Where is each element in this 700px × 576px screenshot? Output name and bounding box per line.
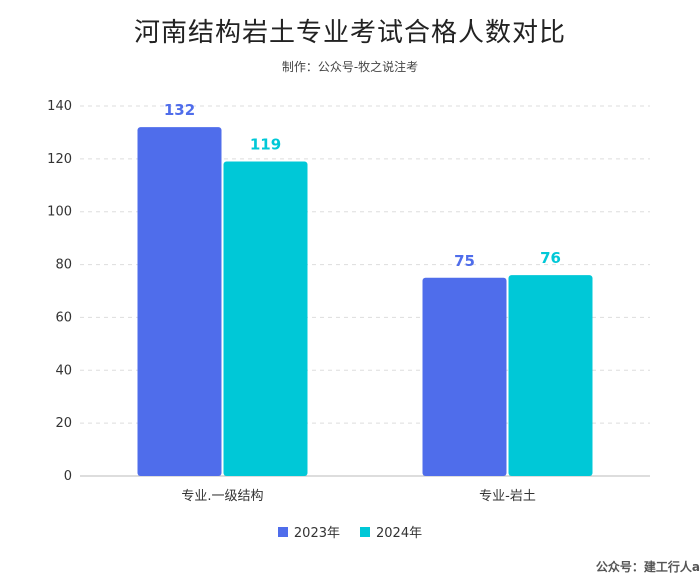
bar-0-1 [422,277,507,476]
data-label-0-1: 75 [454,252,475,270]
y-tick-label-120: 120 [47,152,72,167]
legend-item-2024[interactable]: 2024年 [360,522,422,541]
legend-swatch-2023 [277,526,288,537]
y-tick-label-0: 0 [64,469,72,484]
y-tick-label-80: 80 [55,258,72,273]
legend: 2023年 2024年 [0,522,700,541]
x-tick-label-1: 专业-岩土 [479,489,536,504]
bar-0-0 [137,127,222,477]
data-label-0-0: 132 [164,101,195,119]
watermark: 公众号：建工行人a [595,560,700,574]
legend-label-2023: 2023年 [293,526,340,541]
bar-1-1 [508,275,593,476]
chart-subtitle: 制作：公众号-牧之说注考 [281,60,419,74]
legend-swatch-2024 [360,526,370,537]
y-tick-label-40: 40 [55,363,72,378]
data-label-1-0: 119 [250,136,281,154]
data-label-1-1: 76 [540,249,561,267]
y-tick-label-100: 100 [47,205,72,220]
chart-title: 河南结构岩土专业考试合格人数对比 [133,18,566,48]
legend-item-2023[interactable]: 2023年 [277,522,340,541]
y-tick-label-140: 140 [47,99,72,114]
y-tick-label-60: 60 [55,310,72,325]
legend-label-2024: 2024年 [376,526,423,541]
y-tick-label-20: 20 [55,416,72,431]
x-tick-label-0: 专业.一级结构 [181,489,263,504]
bar-1-0 [223,161,308,476]
